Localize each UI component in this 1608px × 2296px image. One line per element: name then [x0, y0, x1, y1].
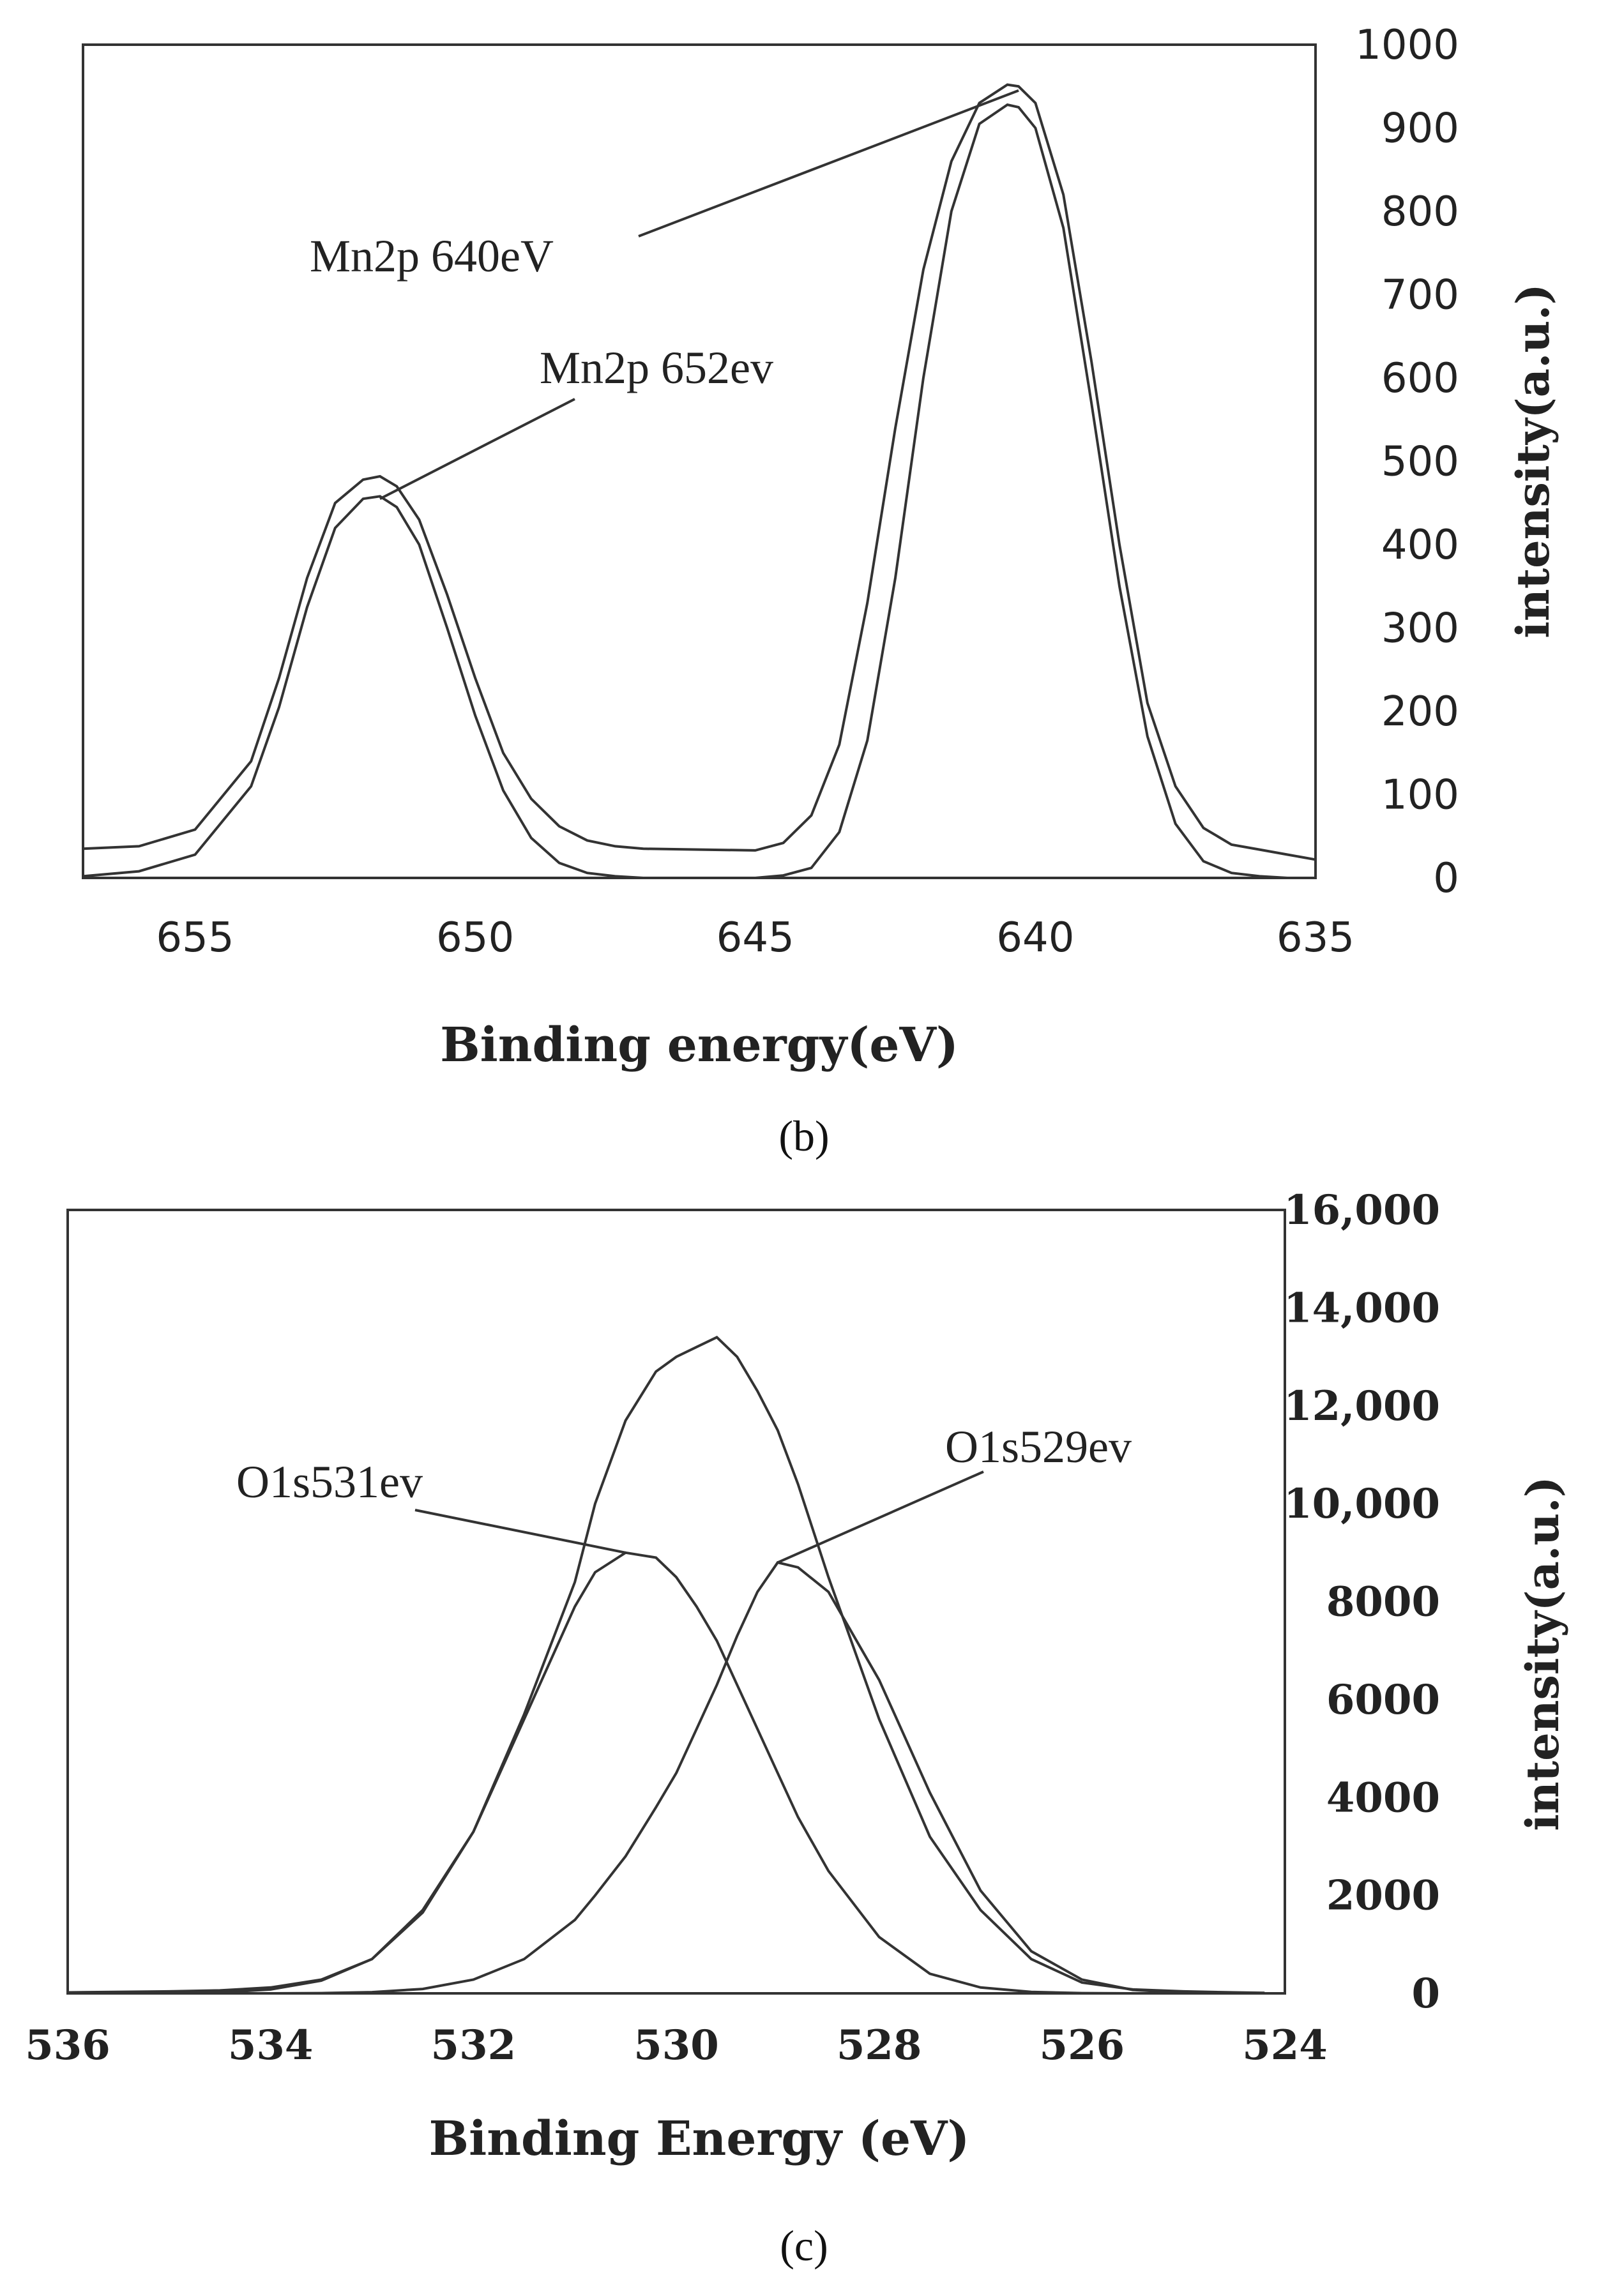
chart-c-y-axis-title: intensity(a.u.) — [1516, 1476, 1569, 1831]
chart-c-x-tick-label: 528 — [837, 2021, 922, 2069]
chart-b-x-ticks: 655 650 645 640 635 — [156, 914, 1354, 962]
chart-c-x-tick-label: 526 — [1040, 2021, 1125, 2069]
chart-c-series — [67, 1335, 1265, 1995]
chart-c-y-tick-label: 14,000 — [1284, 1284, 1440, 1332]
chart-c-annotation-label: O1s529ev — [945, 1421, 1132, 1472]
chart-b-y-tick-label: 100 — [1381, 772, 1459, 819]
chart-c-y-tick-label: 10,000 — [1284, 1480, 1440, 1528]
chart-b-y-tick-label: 900 — [1381, 105, 1459, 153]
chart-c-y-tick-label: 8000 — [1326, 1578, 1440, 1626]
chart-c-x-tick-label: 534 — [228, 2021, 314, 2069]
chart-c-y-ticks: 0 2000 4000 6000 8000 10,000 12,000 14,000 16,00… — [1284, 1186, 1440, 2018]
chart-b-annotation-leader — [379, 398, 575, 501]
chart-b-annotation-label: Mn2p 652ev — [540, 342, 773, 393]
chart-b-series-experimental — [82, 83, 1316, 861]
chart-b-annotation-leader — [638, 89, 1019, 238]
chart-c-x-ticks: 536 534 532 530 528 526 524 — [25, 2021, 1328, 2069]
chart-b-y-axis-title: intensity(a.u.) — [1506, 283, 1559, 638]
chart-b-x-axis-title: Binding energy(eV) — [440, 1018, 959, 1073]
chart-b-x-tick-label: 650 — [436, 914, 514, 962]
chart-c-x-axis-title: Binding Energy (eV) — [429, 2111, 970, 2166]
chart-b-y-tick-label: 600 — [1381, 355, 1459, 402]
chart-c-plot-frame — [66, 1209, 1286, 1995]
chart-c-y-tick-label: 12,000 — [1284, 1382, 1440, 1430]
chart-b: 655 650 645 640 635 0 100 200 300 400 500 600 700 80… — [82, 22, 1559, 1160]
chart-b-y-ticks: 0 100 200 300 400 500 600 700 800 900 1000 — [1355, 22, 1459, 902]
chart-c-annotation-leader — [414, 1509, 626, 1554]
chart-b-plot-frame — [82, 43, 1317, 879]
chart-c-y-tick-label: 16,000 — [1284, 1186, 1440, 1234]
chart-b-y-tick-label: 700 — [1381, 272, 1459, 319]
chart-c-x-tick-label: 536 — [25, 2021, 110, 2069]
chart-b-panel-label: (b) — [778, 1112, 829, 1160]
chart-c-y-tick-label: 0 — [1411, 1970, 1440, 2018]
chart-c-annotations: O1s531ev O1s529ev — [236, 1421, 1132, 1564]
chart-b-series-fitted — [82, 103, 1316, 879]
chart-b-y-tick-label: 500 — [1381, 439, 1459, 486]
chart-b-annotation-label: Mn2p 640eV — [310, 230, 554, 282]
chart-c-y-tick-label: 4000 — [1326, 1774, 1440, 1822]
chart-c-x-tick-label: 530 — [633, 2021, 719, 2069]
chart-b-x-tick-label: 655 — [156, 914, 234, 962]
chart-c-y-tick-label: 6000 — [1326, 1676, 1440, 1724]
chart-b-series — [82, 83, 1316, 879]
chart-c-annotation-leader — [777, 1470, 984, 1564]
chart-c: 536 534 532 530 528 526 524 0 2000 4000 6000 8000 1… — [25, 1186, 1569, 2270]
chart-b-x-tick-label: 640 — [996, 914, 1074, 962]
chart-c-x-tick-label: 532 — [431, 2021, 517, 2069]
chart-b-y-tick-label: 200 — [1381, 688, 1459, 736]
chart-c-x-tick-label: 524 — [1242, 2021, 1328, 2069]
chart-c-panel-label: (c) — [780, 2221, 828, 2270]
chart-b-y-tick-label: 300 — [1381, 605, 1459, 653]
chart-c-series-o1s-531-component — [67, 1551, 1265, 1995]
chart-b-y-tick-label: 1000 — [1355, 22, 1459, 69]
chart-c-annotation-label: O1s531ev — [236, 1456, 423, 1507]
chart-c-y-tick-label: 2000 — [1326, 1872, 1440, 1920]
chart-b-x-tick-label: 635 — [1277, 914, 1354, 962]
chart-b-y-tick-label: 0 — [1433, 855, 1459, 902]
chart-b-x-tick-label: 645 — [717, 914, 794, 962]
chart-b-y-tick-label: 800 — [1381, 188, 1459, 236]
chart-c-series-o1s-529-component — [68, 1560, 1265, 1995]
chart-b-annotations: Mn2p 640eV Mn2p 652ev — [310, 89, 1019, 501]
chart-b-y-tick-label: 400 — [1381, 522, 1459, 569]
